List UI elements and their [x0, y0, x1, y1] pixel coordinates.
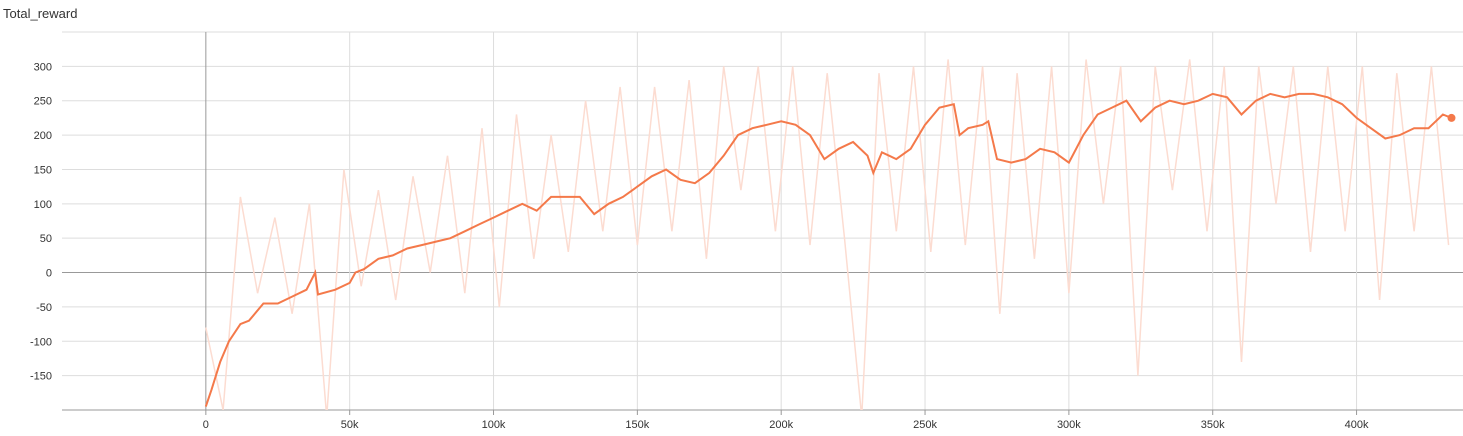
series-line: [204, 92, 1452, 407]
y-tick-label: -150: [30, 371, 52, 383]
x-tick-label: 250k: [913, 419, 937, 431]
x-tick-label: 400k: [1345, 419, 1369, 431]
y-tick-label: 100: [34, 199, 52, 211]
x-tick-label: 100k: [482, 419, 506, 431]
plot-area: [204, 59, 1452, 410]
y-tick-label: 300: [34, 61, 52, 73]
series-line: [205, 59, 1450, 410]
y-tick-label: -100: [30, 336, 52, 348]
y-tick-label: 200: [34, 130, 52, 142]
x-tick-label: 200k: [769, 419, 793, 431]
x-tick-label: 50k: [341, 419, 359, 431]
y-tick-label: 50: [40, 233, 52, 245]
y-tick-label: 150: [34, 164, 52, 176]
y-tick-label: 0: [46, 268, 52, 280]
y-tick-label: 250: [34, 96, 52, 108]
x-tick-label: 300k: [1057, 419, 1081, 431]
x-tick-label: 150k: [625, 419, 649, 431]
x-tick-label: 0: [203, 419, 209, 431]
chart-title: Total_reward: [3, 6, 77, 21]
end-point: [1447, 113, 1456, 122]
y-tick-label: -50: [36, 302, 52, 314]
x-tick-label: 350k: [1201, 419, 1225, 431]
